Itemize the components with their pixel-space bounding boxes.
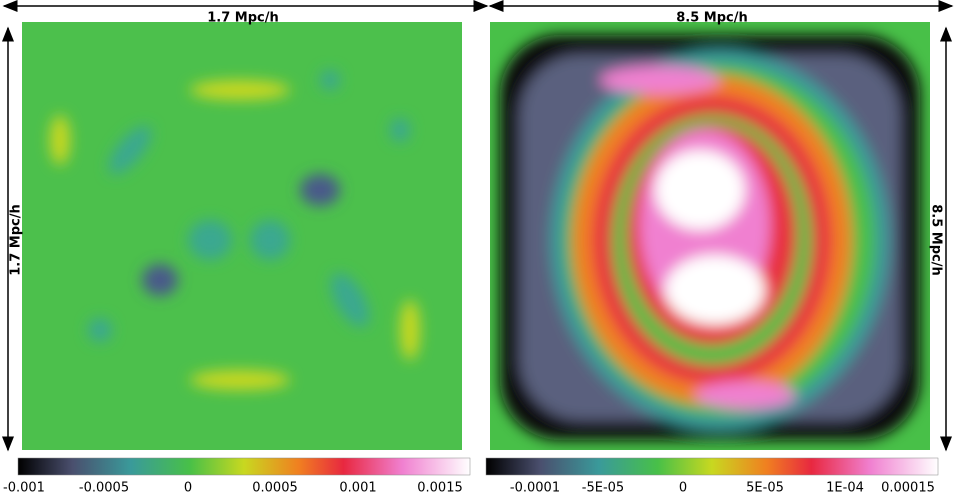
colorbar-tick-label: 0.0005 <box>252 481 298 495</box>
colorbar-tick-label: 1E-04 <box>826 481 864 495</box>
dimension-arrows <box>2 0 954 452</box>
colorbar-tick-label: -0.0005 <box>79 481 129 495</box>
colorbar-tick-label: -5E-05 <box>582 481 624 495</box>
left-field <box>22 22 462 450</box>
colorbar-tick-label: 0.00015 <box>881 481 935 495</box>
side-label: 1.7 Mpc/h <box>9 204 24 276</box>
side-label: 8.5 Mpc/h <box>929 204 944 276</box>
colorbar-tick-label: -0.001 <box>3 481 45 495</box>
colorbar-tick-label: 0 <box>184 481 192 495</box>
colorbar-tick-label: 0.001 <box>339 481 376 495</box>
colorbar-tick-label: 0 <box>679 481 687 495</box>
colorbar <box>485 457 939 476</box>
top-label: 1.7 Mpc/h <box>207 11 279 26</box>
top-label: 8.5 Mpc/h <box>676 11 748 26</box>
colorbar-tick-label: -0.0001 <box>510 481 560 495</box>
colorbar <box>17 457 471 476</box>
colorbar-tick-label: 0.0015 <box>417 481 463 495</box>
right-field <box>490 22 930 450</box>
colorbar-tick-label: 5E-05 <box>746 481 784 495</box>
colorbar-ticks: -0.001 -0.0005 0 0.0005 0.001 0.0015 -0.0001 -5… <box>3 481 935 495</box>
